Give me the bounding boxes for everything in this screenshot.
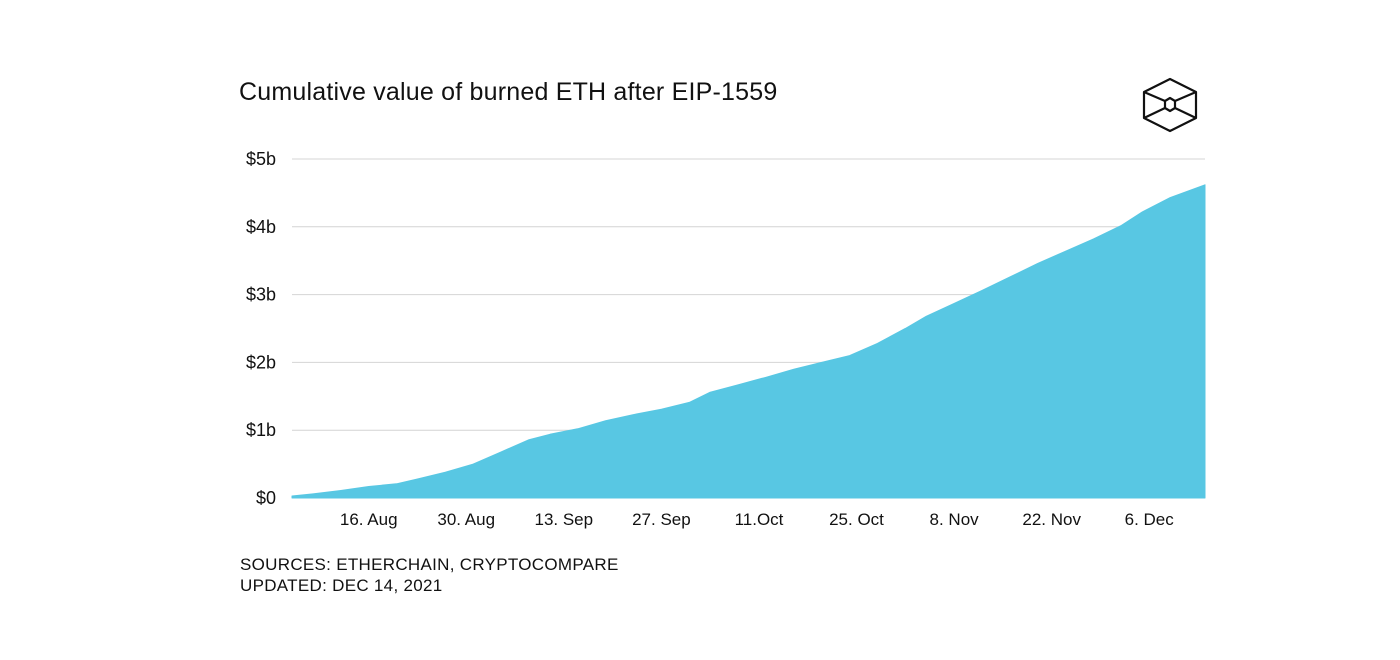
sources-text: SOURCES: ETHERCHAIN, CRYPTOCOMPARE — [240, 555, 619, 574]
x-tick-label: 8. Nov — [930, 510, 980, 529]
x-tick-label: 6. Dec — [1125, 510, 1175, 529]
y-tick-label: $2b — [246, 352, 276, 372]
area-chart: $0 $1b $2b $3b $4b $5b 16. Aug 30. Aug 13. Sep 2… — [246, 149, 1206, 529]
y-axis-ticks: $0 $1b $2b $3b $4b $5b — [246, 149, 276, 508]
x-tick-label: 25. Oct — [829, 510, 884, 529]
x-tick-label: 13. Sep — [534, 510, 593, 529]
x-tick-label: 16. Aug — [340, 510, 398, 529]
updated-text: UPDATED: DEC 14, 2021 — [240, 576, 443, 595]
area-series — [291, 184, 1206, 499]
hexagon-cube-logo-icon — [1142, 77, 1198, 133]
x-axis-ticks: 16. Aug 30. Aug 13. Sep 27. Sep 11.Oct 25. Oc… — [340, 510, 1174, 529]
chart-title: Cumulative value of burned ETH after EIP… — [239, 78, 778, 106]
x-tick-label: 30. Aug — [437, 510, 495, 529]
y-tick-label: $4b — [246, 217, 276, 237]
x-tick-label: 11.Oct — [735, 510, 784, 529]
footer: SOURCES: ETHERCHAIN, CRYPTOCOMPARE UPDAT… — [240, 554, 619, 596]
y-tick-label: $5b — [246, 149, 276, 169]
x-tick-label: 22. Nov — [1022, 510, 1081, 529]
y-tick-label: $3b — [246, 285, 276, 305]
y-tick-label: $1b — [246, 420, 276, 440]
burned-eth-area — [291, 184, 1206, 499]
y-tick-label: $0 — [256, 488, 276, 508]
x-tick-label: 27. Sep — [632, 510, 691, 529]
